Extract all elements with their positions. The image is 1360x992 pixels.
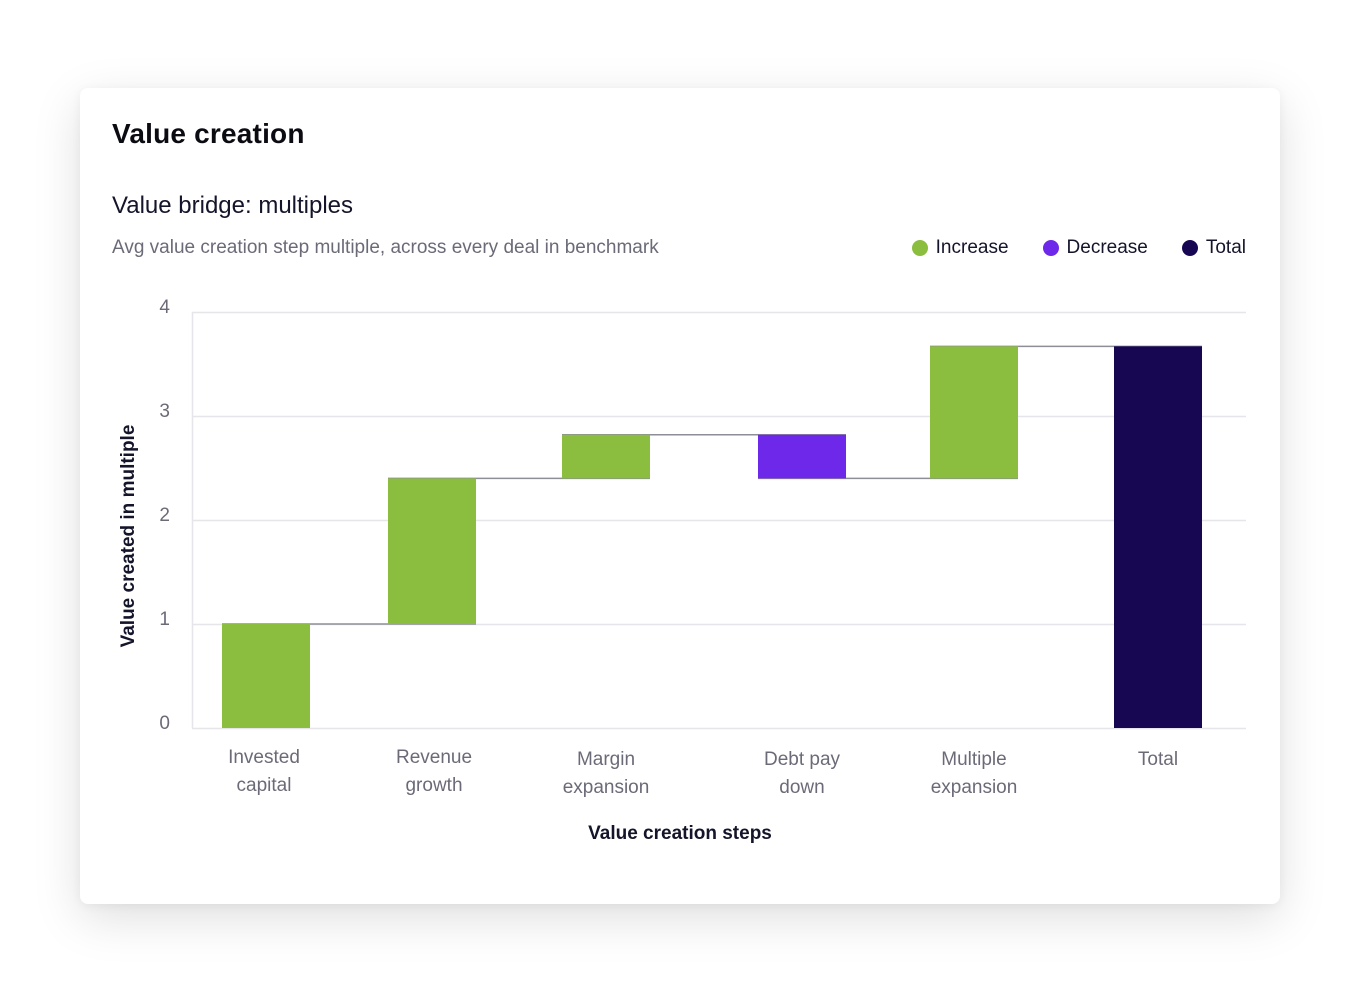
y-tick-label-0: 0: [159, 713, 170, 734]
chart-title: Value bridge: multiples: [112, 192, 354, 219]
y-tick-label-1: 1: [159, 609, 170, 630]
increase-dot-icon: [911, 240, 928, 256]
x-tick-label-6-line-1: Total: [1138, 749, 1178, 770]
waterfall-chart: 0 1 2 3 4 Invested capital Revenue growth Margin e…: [118, 297, 1246, 844]
x-tick-label-1-line-1: Invested: [228, 747, 300, 768]
bar-6-total: [1114, 346, 1202, 728]
x-tick-label-5-line-2: expansion: [931, 777, 1018, 798]
y-tick-label-3: 3: [159, 401, 170, 422]
legend-item-total[interactable]: Total: [1181, 237, 1246, 259]
y-tick-label-2: 2: [159, 505, 170, 526]
legend-item-increase[interactable]: Increase: [911, 237, 1009, 259]
legend-label-decrease: Decrease: [1066, 237, 1148, 258]
decrease-dot-icon: [1042, 240, 1059, 256]
bar-2-increase: [388, 478, 476, 624]
bar-5-increase: [930, 346, 1018, 479]
x-tick-label-3-line-2: expansion: [563, 777, 650, 798]
x-tick-label-2-line-1: Revenue: [396, 747, 472, 768]
x-tick-label-4-line-2: down: [779, 777, 824, 798]
value-creation-card: Value creation Value bridge: multiples A…: [80, 88, 1280, 904]
x-tick-label-4-line-1: Debt pay: [764, 749, 841, 770]
x-tick-label-5-line-1: Multiple: [941, 749, 1006, 770]
x-tick-label-3-line-1: Margin: [577, 749, 635, 770]
legend-label-total: Total: [1205, 237, 1246, 258]
x-tick-label-2-line-2: growth: [405, 775, 462, 796]
bar-4-decrease: [758, 434, 846, 479]
card-title: Value creation: [112, 118, 305, 149]
bar-1-increase: [222, 624, 310, 728]
chart-legend: Increase Decrease Total: [911, 237, 1246, 259]
bar-3-increase: [562, 434, 650, 479]
x-tick-label-1-line-2: capital: [237, 775, 292, 796]
total-dot-icon: [1181, 240, 1198, 256]
legend-item-decrease[interactable]: Decrease: [1042, 237, 1148, 259]
y-tick-label-4: 4: [159, 297, 170, 318]
chart-subtitle: Avg value creation step multiple, across…: [112, 237, 659, 258]
legend-label-increase: Increase: [935, 237, 1009, 258]
y-axis-title: Value created in multiple: [118, 425, 139, 648]
x-axis-title: Value creation steps: [588, 823, 772, 844]
